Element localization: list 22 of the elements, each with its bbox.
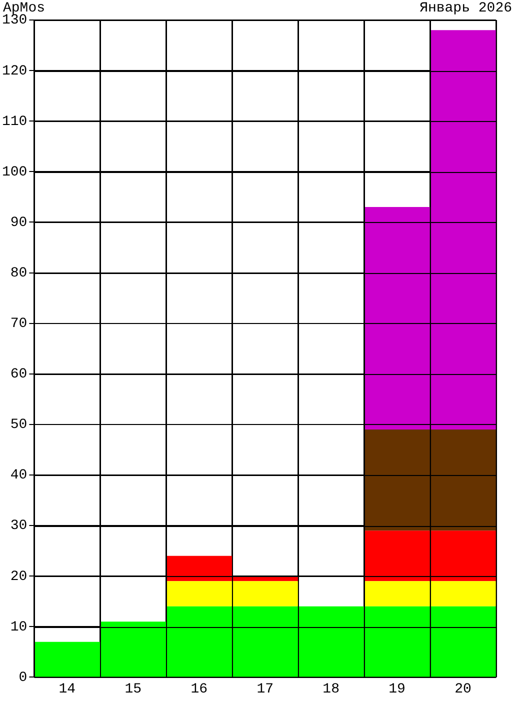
y-tick-label: 20 <box>10 568 28 585</box>
x-tick-label: 17 <box>256 681 274 698</box>
x-tick-label: 14 <box>58 681 76 698</box>
y-tick-label: 120 <box>2 63 28 80</box>
y-tick-label: 130 <box>2 12 28 29</box>
y-tick-label: 110 <box>2 114 28 130</box>
y-tick-label: 60 <box>10 366 28 383</box>
y-tick-label: 0 <box>18 670 28 686</box>
y-tick-label: 70 <box>10 316 28 332</box>
y-tick-label: 40 <box>10 468 28 484</box>
y-tick-label: 80 <box>10 265 28 282</box>
x-tick-label: 19 <box>388 681 406 698</box>
y-tick-label: 90 <box>10 214 28 231</box>
x-tick-label: 16 <box>190 681 208 698</box>
y-tick-label: 30 <box>10 518 28 534</box>
x-tick-label: 15 <box>124 681 142 698</box>
y-tick-label: 50 <box>10 417 28 434</box>
x-tick-label: 20 <box>454 681 472 698</box>
chart-subtitle: Январь 2026 <box>420 0 512 17</box>
y-tick-label: 10 <box>10 619 28 636</box>
y-tick-label: 100 <box>2 164 28 180</box>
x-tick-label: 18 <box>322 681 340 698</box>
